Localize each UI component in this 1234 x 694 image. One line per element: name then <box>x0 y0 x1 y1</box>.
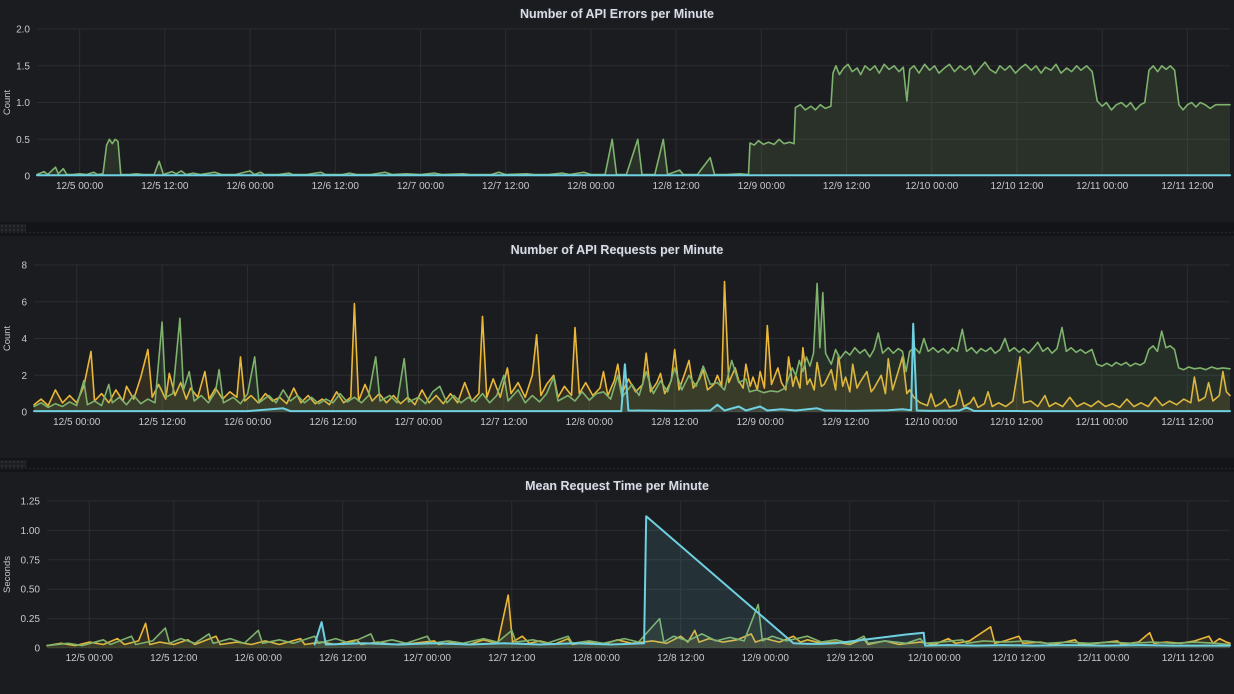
x-tick-label: 12/7 12:00 <box>482 181 530 192</box>
y-axis-unit-label: Count <box>2 325 13 351</box>
panel-title-mean-request-time[interactable]: Mean Request Time per Minute <box>525 479 709 493</box>
panel-api-requests: Number of API Requests per Minute 8 6 4 2 0 1… <box>0 236 1234 458</box>
x-tick-label: 12/10 00:00 <box>908 653 961 664</box>
x-tick-label: 12/9 00:00 <box>737 417 785 428</box>
x-tick-label: 12/10 00:00 <box>905 181 958 192</box>
series-cyan-line <box>313 515 1231 647</box>
y-tick-label: 0.75 <box>21 555 41 566</box>
x-tick-label: 12/6 00:00 <box>224 417 272 428</box>
y-tick-label: 6 <box>21 297 27 308</box>
panel-title-api-errors[interactable]: Number of API Errors per Minute <box>519 7 714 21</box>
x-tick-label: 12/5 12:00 <box>139 417 187 428</box>
x-tick-label: 12/5 12:00 <box>141 181 189 192</box>
y-tick-label: 0.50 <box>21 585 41 596</box>
y-axis-unit-label: Seconds <box>2 556 13 593</box>
y-tick-label: 0.25 <box>21 614 41 625</box>
api-requests-chart-plot[interactable]: 8 6 4 2 0 12/5 00:00 12/5 12:00 12/6 00:00 12/6 … <box>0 260 1234 436</box>
x-tick-label: 12/6 00:00 <box>226 181 274 192</box>
x-tick-label: 12/6 12:00 <box>312 181 360 192</box>
x-tick-label: 12/9 12:00 <box>826 653 874 664</box>
x-tick-label: 12/10 12:00 <box>990 417 1043 428</box>
x-tick-label: 12/6 12:00 <box>319 653 367 664</box>
panel-api-errors: Number of API Errors per Minute 2.0 1.5 1.… <box>0 0 1234 222</box>
y-tick-label: 1.00 <box>21 526 41 537</box>
y-tick-label: 2 <box>21 371 27 382</box>
series-green-line <box>36 61 1231 176</box>
x-tick-label: 12/11 12:00 <box>1161 417 1214 428</box>
x-tick-label: 12/10 12:00 <box>991 181 1044 192</box>
x-tick-label: 12/11 00:00 <box>1077 653 1130 664</box>
series-yellow-line <box>46 594 1231 647</box>
x-tick-label: 12/6 12:00 <box>309 417 357 428</box>
y-tick-label: 4 <box>21 334 27 345</box>
series-cyan-line <box>33 322 1231 413</box>
x-tick-label: 12/9 00:00 <box>742 653 790 664</box>
x-tick-label: 12/7 12:00 <box>488 653 536 664</box>
x-tick-label: 12/8 00:00 <box>573 653 621 664</box>
x-tick-label: 12/8 12:00 <box>657 653 705 664</box>
x-tick-label: 12/8 12:00 <box>651 417 699 428</box>
y-tick-label: 0 <box>24 172 30 183</box>
y-tick-label: 0 <box>34 644 40 655</box>
row-resize-handle-icon[interactable] <box>0 224 26 232</box>
y-axis-unit-label: Count <box>2 89 13 115</box>
x-tick-label: 12/10 00:00 <box>905 417 958 428</box>
y-tick-label: 1.0 <box>16 98 30 109</box>
series-green-line <box>46 603 1231 647</box>
api-errors-chart-plot[interactable]: 2.0 1.5 1.0 0.5 0 12/5 00:00 12/5 12:00 12/6 00… <box>0 24 1234 200</box>
x-tick-label: 12/7 00:00 <box>404 653 452 664</box>
x-tick-label: 12/8 12:00 <box>652 181 700 192</box>
row-resize-handle-icon[interactable] <box>0 460 26 468</box>
y-tick-label: 0.5 <box>16 135 30 146</box>
x-tick-label: 12/11 00:00 <box>1076 417 1129 428</box>
series-cyan-fill <box>314 516 1231 648</box>
x-tick-label: 12/11 00:00 <box>1076 181 1129 192</box>
y-tick-label: 8 <box>21 261 27 272</box>
x-tick-label: 12/5 00:00 <box>56 181 104 192</box>
x-tick-label: 12/7 00:00 <box>397 181 445 192</box>
mean-request-time-chart-plot[interactable]: 1.25 1.00 0.75 0.50 0.25 0 12/5 00:00 12/5 12:0… <box>0 496 1234 672</box>
x-tick-label: 12/11 12:00 <box>1161 181 1214 192</box>
y-tick-label: 2.0 <box>16 25 30 36</box>
row-divider[interactable] <box>0 222 1234 236</box>
x-tick-label: 12/9 00:00 <box>738 181 786 192</box>
chart-svg: 8 6 4 2 0 12/5 00:00 12/5 12:00 12/6 00:00 12/6 … <box>2 261 1231 428</box>
x-tick-label: 12/5 00:00 <box>53 417 101 428</box>
panel-title-api-requests[interactable]: Number of API Requests per Minute <box>510 243 724 257</box>
series-green-line <box>33 282 1231 409</box>
series-green-fill <box>37 62 1230 176</box>
y-tick-label: 1.5 <box>16 61 30 72</box>
x-tick-label: 12/9 12:00 <box>822 417 870 428</box>
row-divider[interactable] <box>0 458 1234 472</box>
x-tick-label: 12/11 12:00 <box>1162 653 1215 664</box>
series-green-fill <box>47 604 1230 648</box>
x-tick-label: 12/7 12:00 <box>480 417 528 428</box>
x-tick-label: 12/8 00:00 <box>567 181 615 192</box>
x-tick-label: 12/9 12:00 <box>823 181 871 192</box>
x-tick-label: 12/5 12:00 <box>150 653 198 664</box>
chart-svg: 1.25 1.00 0.75 0.50 0.25 0 12/5 00:00 12/5 12:0… <box>2 497 1231 664</box>
x-tick-label: 12/5 00:00 <box>66 653 114 664</box>
x-tick-label: 12/10 12:00 <box>992 653 1045 664</box>
x-tick-label: 12/6 00:00 <box>235 653 283 664</box>
panel-mean-request-time: Mean Request Time per Minute 1.25 1.00 0.7… <box>0 472 1234 694</box>
series-green-fill <box>34 283 1230 412</box>
chart-svg: 2.0 1.5 1.0 0.5 0 12/5 00:00 12/5 12:00 12/6 00… <box>2 25 1231 192</box>
x-tick-label: 12/8 00:00 <box>566 417 614 428</box>
y-tick-label: 0 <box>21 408 27 419</box>
x-tick-label: 12/7 00:00 <box>395 417 443 428</box>
y-tick-label: 1.25 <box>21 497 41 508</box>
